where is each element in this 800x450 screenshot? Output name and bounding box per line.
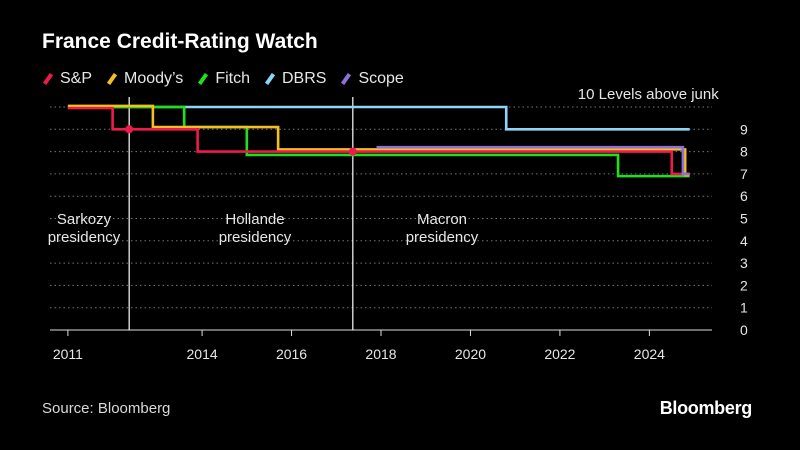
legend-item-dbrs: DBRS (264, 70, 326, 88)
event-marker-0 (125, 125, 134, 134)
legend-label-sp: S&P (60, 70, 93, 87)
y-tick-label-0: 0 (740, 322, 748, 338)
legend-item-scope: Scope (340, 70, 404, 88)
annotation-2-line-0: Macron (417, 211, 467, 228)
legend-label-dbrs: DBRS (281, 70, 327, 87)
y-tick-label-7: 7 (740, 166, 748, 182)
y-tick-label-2: 2 (740, 277, 748, 293)
legend-item-sp: S&P (42, 70, 92, 88)
legend-label-scope: Scope (358, 70, 404, 87)
y-tick-label-9: 9 (740, 121, 748, 137)
series-line-moodys (67, 104, 690, 177)
x-tick-label-2018: 2018 (365, 346, 396, 362)
annotation-0-line-0: Sarkozy (57, 211, 112, 228)
annotation-0-line-1: presidency (48, 229, 121, 246)
bloomberg-logo: Bloomberg (659, 398, 753, 418)
x-tick-label-2016: 2016 (276, 346, 307, 362)
x-tick-label-2022: 2022 (544, 346, 575, 362)
legend-label-moodys: Moody’s (124, 70, 184, 87)
legend-label-fitch: Fitch (215, 70, 250, 87)
series-line-sp (67, 106, 690, 176)
y-tick-label-3: 3 (740, 255, 748, 271)
source-note: Source: Bloomberg (42, 400, 171, 417)
event-marker-1 (348, 147, 357, 156)
legend-item-moodys: Moody’s (106, 70, 183, 88)
y-tick-label-8: 8 (740, 144, 748, 160)
x-tick-label-2011: 2011 (53, 346, 83, 362)
y-tick-label-6: 6 (740, 188, 748, 204)
annotation-3-line-0: 10 Levels above junk (578, 86, 719, 103)
y-tick-label-5: 5 (740, 211, 748, 227)
series-line-scope (376, 145, 690, 176)
x-tick-label-2014: 2014 (187, 346, 218, 362)
y-tick-label-1: 1 (740, 300, 748, 316)
chart-title: France Credit-Rating Watch (42, 30, 318, 53)
legend: S&P Moody’s Fitch DBRS Scope (42, 70, 404, 88)
legend-item-fitch: Fitch (197, 70, 250, 88)
y-tick-label-4: 4 (740, 233, 748, 249)
x-tick-label-2020: 2020 (455, 346, 486, 362)
series-line-fitch (67, 105, 690, 178)
x-tick-label-2024: 2024 (634, 346, 665, 362)
annotation-1-line-0: Hollande (225, 211, 284, 228)
annotation-2-line-1: presidency (406, 229, 479, 246)
annotation-1-line-1: presidency (219, 229, 292, 246)
series-line-dbrs (67, 105, 690, 131)
